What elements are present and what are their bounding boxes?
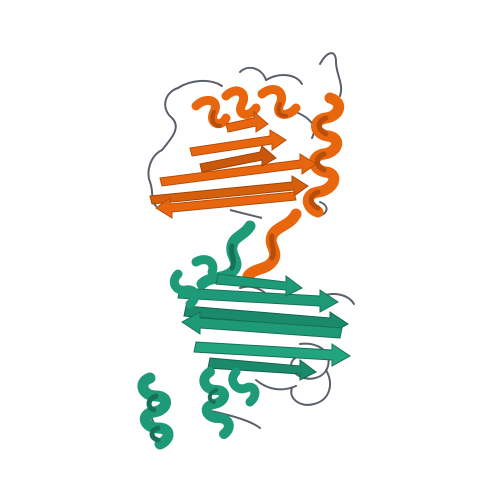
chain-a-beta-sheet [149, 110, 317, 219]
chain-a-helix-top [257, 85, 301, 119]
chain-b-linker [196, 220, 256, 290]
chain-a-helix-left [191, 86, 261, 129]
helix-segment [276, 102, 288, 118]
chain-b-helix-left [137, 372, 174, 450]
loop [239, 66, 267, 81]
loop [290, 369, 331, 406]
chain-b-helix-center [199, 367, 260, 439]
helix-segment [228, 367, 260, 407]
helix-segment [221, 86, 261, 119]
beta-strand [181, 311, 343, 339]
helix-shadow [146, 393, 161, 443]
beta-strand [177, 287, 339, 313]
chain-a-orange [147, 52, 345, 282]
beta-strand [155, 191, 297, 219]
beta-strand [225, 110, 269, 133]
chain-b-green [137, 220, 355, 450]
chain-a-linker [229, 208, 302, 282]
chain-a-helix-right [302, 92, 345, 218]
loop [161, 87, 179, 151]
beta-strand [189, 129, 287, 157]
helix-shadow [308, 115, 329, 211]
beta-strand [149, 175, 309, 205]
beta-strand [215, 273, 303, 297]
beta-strand [199, 145, 277, 173]
chain-b-helix-upper [169, 255, 218, 309]
helix-segment [210, 110, 222, 128]
loop [229, 209, 263, 219]
loop [290, 342, 330, 380]
loop [319, 52, 343, 97]
linker-shadow [269, 233, 276, 261]
beta-strand [207, 357, 317, 381]
loop [177, 80, 223, 89]
beta-strand [159, 153, 317, 187]
helix-segment [191, 255, 218, 277]
beta-strand [193, 341, 351, 367]
loop [255, 379, 297, 391]
linker-shadow [229, 243, 236, 271]
chain-b-beta-sheet [177, 273, 351, 381]
helix-segment [169, 269, 200, 309]
helix-segment [199, 367, 234, 439]
helix-shadow [207, 388, 218, 404]
loop [265, 74, 303, 85]
chain-a-loops [147, 52, 343, 217]
